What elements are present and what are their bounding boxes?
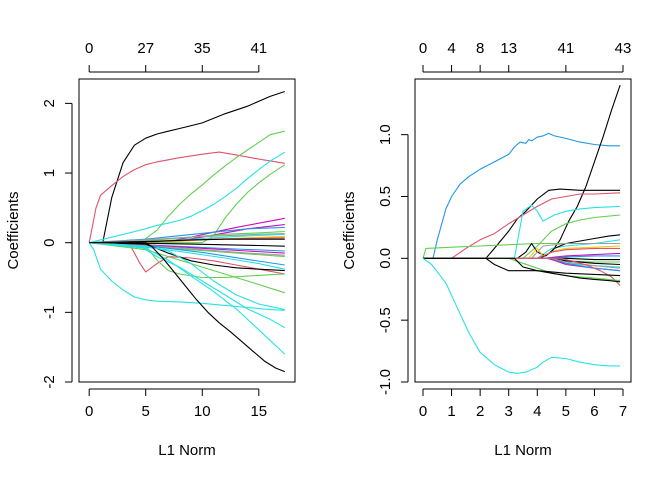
coefficient-path-line-9: [89, 233, 285, 244]
x-tick-label: 0: [85, 403, 93, 420]
coefficient-path-line-25: [89, 242, 285, 311]
right-coefficient-path-panel: 0 1 2 3 4 5 6 7 0 4 8 13 41 43 -1.0 -0.5 0.0 0.5 1.0 L1 Nor…: [341, 40, 632, 459]
y-tick-label: 0.0: [377, 248, 394, 269]
coefficient-path-line-0: [423, 132, 621, 259]
left-coefficient-path-panel: 0 5 10 15 0 27 35 41 -2 -1 0 1 2 L1 Norm Coefficients: [5, 40, 296, 459]
coefficient-path-line-23: [423, 257, 621, 283]
y-tick-label: 0: [41, 239, 58, 247]
x-tick-label: 3: [505, 403, 513, 420]
x-tick-label: 5: [142, 403, 150, 420]
coefficient-path-line-28: [88, 242, 285, 311]
coefficient-path-line-4: [423, 204, 621, 259]
plot-frame: [414, 78, 632, 383]
x-axis-title: L1 Norm: [158, 442, 216, 459]
top-tick-label: 0: [419, 40, 427, 57]
coefficient-path-line-2: [423, 188, 621, 259]
y-tick-label: -1: [41, 306, 58, 319]
coefficient-path-line-3: [423, 192, 621, 259]
top-tick-label: 13: [500, 40, 517, 57]
top-tick-label: 41: [250, 40, 267, 57]
y-tick-label: 2: [41, 99, 58, 107]
top-tick-label: 27: [137, 40, 154, 57]
y-tick-label: 1: [41, 169, 58, 177]
x-tick-label: 5: [562, 403, 570, 420]
top-tick-label: 0: [85, 40, 93, 57]
coefficient-path-line-18: [423, 257, 621, 272]
y-tick-label: -0.5: [377, 307, 394, 333]
coefficient-path-line-4: [89, 164, 286, 244]
coefficient-path-line-15: [423, 257, 621, 263]
x-tick-label: 1: [447, 403, 455, 420]
coefficient-path-line-27: [89, 242, 286, 355]
y-tick-label: 0.5: [377, 186, 394, 207]
plot-frame: [78, 78, 296, 383]
coefficient-path-line-8: [89, 230, 285, 244]
coefficient-path-line-5: [423, 214, 621, 259]
coefficient-path-line-19: [423, 257, 621, 272]
coefficient-path-line-3: [89, 151, 286, 244]
coefficient-path-line-21: [423, 257, 621, 286]
x-axis-title: L1 Norm: [494, 442, 552, 459]
top-tick-label: 4: [447, 40, 455, 57]
coefficient-path-line-26: [89, 242, 286, 329]
x-tick-label: 15: [250, 403, 267, 420]
coefficient-path-line-13: [89, 238, 285, 244]
coefficient-path-line-1: [88, 151, 285, 243]
coefficient-path-line-20: [89, 242, 285, 270]
x-tick-label: 2: [476, 403, 484, 420]
coefficient-path-line-1: [423, 85, 621, 259]
top-tick-label: 43: [615, 40, 632, 57]
coefficient-path-line-29: [89, 242, 285, 373]
x-tick-label: 4: [533, 403, 541, 420]
coefficient-path-line-2: [89, 130, 285, 244]
top-tick-label: 8: [476, 40, 484, 57]
x-tick-label: 6: [590, 403, 598, 420]
coefficient-path-line-11: [423, 247, 621, 259]
y-tick-label: 1.0: [377, 124, 394, 145]
coefficient-path-line-24: [423, 257, 621, 277]
top-tick-label: 41: [558, 40, 575, 57]
x-tick-label: 7: [619, 403, 627, 420]
y-axis-title: Coefficients: [5, 191, 22, 269]
y-tick-label: -2: [41, 375, 58, 388]
y-tick-label: -1.0: [377, 369, 394, 395]
x-tick-label: 10: [194, 403, 211, 420]
coefficient-path-line-0: [89, 90, 285, 244]
top-tick-label: 35: [194, 40, 211, 57]
x-tick-label: 0: [419, 403, 427, 420]
y-axis-title: Coefficients: [341, 191, 358, 269]
coefficient-path-line-25: [422, 257, 621, 374]
